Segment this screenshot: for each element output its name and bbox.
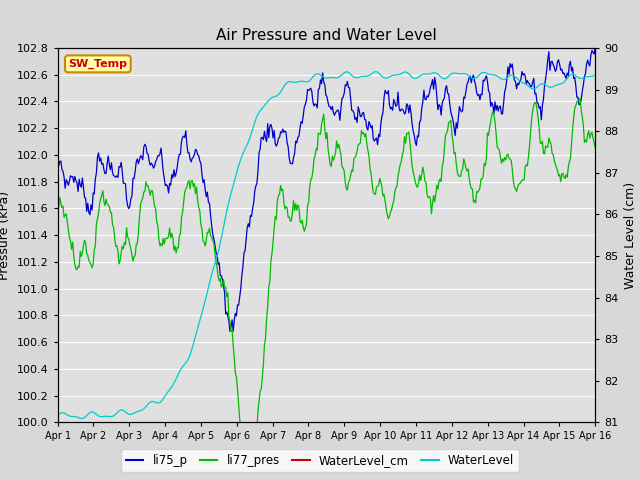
li75_p (591, 43, 599, 49)
li75_p (346, 85, 353, 91)
li77_pres (375, 182, 383, 188)
li77_pres (591, 144, 599, 150)
li75_p (54, 160, 61, 166)
WaterLevel (372, 69, 380, 74)
li75_p (310, 103, 318, 109)
WaterLevel (497, 75, 504, 81)
WaterLevel (346, 71, 353, 76)
WaterLevel (580, 74, 588, 80)
Title: Air Pressure and Water Level: Air Pressure and Water Level (216, 28, 436, 43)
li75_p (226, 328, 234, 334)
WaterLevel (310, 73, 318, 79)
li75_p (314, 105, 321, 111)
WaterLevel (54, 413, 61, 419)
li77_pres (576, 96, 584, 101)
Line: li77_pres: li77_pres (58, 98, 595, 468)
li77_pres (314, 147, 321, 153)
WaterLevel (79, 416, 86, 421)
li77_pres (346, 178, 353, 183)
Legend: li75_p, li77_pres, WaterLevel_cm, WaterLevel: li75_p, li77_pres, WaterLevel_cm, WaterL… (121, 449, 519, 472)
WaterLevel (314, 71, 321, 77)
Line: WaterLevel: WaterLevel (58, 72, 595, 419)
Line: li75_p: li75_p (58, 46, 595, 331)
li75_p (375, 132, 383, 137)
li75_p (579, 82, 587, 88)
WaterLevel (591, 72, 599, 78)
li77_pres (243, 465, 250, 471)
li77_pres (54, 194, 61, 200)
li75_p (495, 104, 503, 109)
li77_pres (310, 156, 318, 162)
li77_pres (580, 140, 588, 145)
li77_pres (495, 147, 503, 153)
Text: SW_Temp: SW_Temp (68, 59, 127, 69)
WaterLevel (376, 71, 383, 77)
Y-axis label: Pressure (kPa): Pressure (kPa) (0, 191, 11, 280)
Y-axis label: Water Level (cm): Water Level (cm) (624, 181, 637, 289)
